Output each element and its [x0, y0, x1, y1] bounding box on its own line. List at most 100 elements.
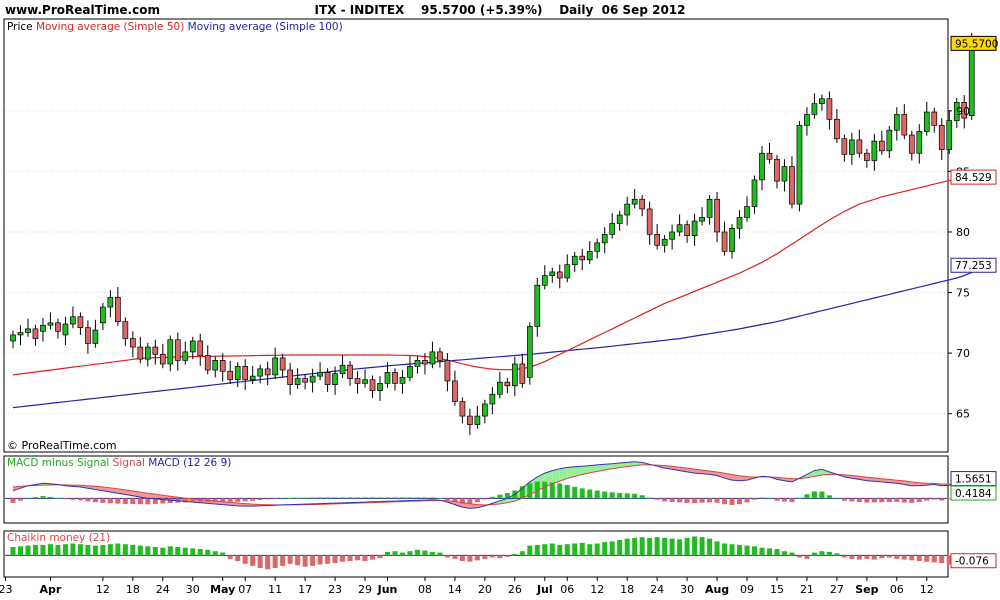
legend-item: Signal — [113, 457, 149, 469]
chaikin-bar-pos — [594, 543, 600, 556]
candle-down — [901, 114, 908, 136]
chaikin-bar-neg — [242, 555, 248, 564]
macd-hist-bar-pos — [280, 498, 286, 500]
candle-down — [504, 381, 511, 387]
macd-hist-bar-pos — [437, 498, 443, 499]
macd-fill-segment — [559, 467, 568, 482]
macd-hist-bar-neg — [77, 498, 83, 501]
chaikin-bar-pos — [40, 544, 46, 556]
macd-hist-bar-neg — [17, 498, 23, 501]
candle-up — [886, 129, 893, 152]
chaikin-bar-pos — [512, 554, 518, 556]
candle-up — [474, 415, 481, 425]
chaikin-bar-pos — [437, 552, 443, 556]
candle-down — [467, 415, 473, 425]
chaikin-bar-pos — [549, 543, 555, 556]
macd-hist-bar-pos — [332, 497, 338, 499]
candle-down — [789, 166, 795, 205]
macd-hist-bar-neg — [92, 498, 98, 503]
macd-hist-bar-neg — [841, 498, 847, 501]
macd-fill-segment — [814, 469, 822, 477]
x-tick-label: 12 — [96, 583, 110, 596]
chaikin-bar-pos — [220, 552, 226, 556]
macd-hist-bar-pos — [489, 496, 495, 499]
chaikin-bar-pos — [744, 545, 750, 556]
macd-hist-bar-neg — [160, 498, 166, 504]
macd-hist-bar-neg — [444, 498, 450, 500]
chaikin-bar-neg — [504, 555, 510, 557]
macd-hist-bar-neg — [242, 498, 248, 502]
candle-down — [197, 340, 204, 356]
macd-fill-segment — [132, 491, 141, 498]
chaikin-bar-pos — [564, 544, 570, 556]
candle-up — [10, 334, 16, 342]
legend-item: Moving average (Simple 50) — [36, 21, 188, 33]
macd-hist-bar-pos — [639, 495, 645, 499]
chaikin-bar-pos — [534, 544, 540, 556]
price-last-label: 84.529 — [955, 172, 992, 184]
legend-item: Chaikin money (21) — [7, 532, 110, 544]
macd-hist-bar-pos — [325, 497, 331, 499]
chaikin-bar-neg — [340, 555, 346, 562]
macd-fill-segment — [567, 466, 575, 479]
chaikin-bar-pos — [182, 547, 188, 556]
legend-text: Price Moving average (Simple 50) Moving … — [7, 21, 343, 33]
macd-hist-bar-pos — [647, 497, 653, 499]
price-panel-frame — [3, 18, 949, 453]
chaikin-bar-pos — [107, 544, 113, 556]
macd-hist-bar-neg — [137, 498, 143, 505]
chaikin-bar-pos — [729, 544, 735, 556]
candle-down — [931, 111, 938, 126]
chaikin-bar-neg — [497, 555, 503, 559]
x-tick-label: 24 — [650, 583, 664, 596]
chaikin-bar-pos — [684, 537, 690, 556]
x-tick-label: 24 — [156, 583, 170, 596]
price-last-label-box — [950, 169, 997, 185]
chaikin-bar-neg — [377, 555, 383, 559]
candle-up — [526, 326, 533, 378]
candle-up — [100, 306, 106, 324]
price-tick-label: 90 — [956, 105, 970, 118]
chaikin-bar-pos — [137, 545, 143, 556]
macd-hist-bar-pos — [295, 497, 301, 499]
chaikin-bar-pos — [167, 546, 173, 556]
macd-hist-bar-neg — [190, 498, 196, 503]
candle-up — [332, 373, 338, 385]
macd-hist-bar-neg — [182, 498, 188, 503]
chaikin-bar-neg — [886, 555, 892, 558]
price-tick-label: 65 — [956, 408, 970, 421]
chaikin-bar-pos — [25, 545, 31, 556]
candle-up — [571, 255, 578, 266]
candle-up — [407, 366, 413, 378]
candle-up — [497, 381, 503, 395]
chaikin-bar-pos — [624, 538, 630, 556]
chaikin-bar-pos — [160, 547, 166, 556]
chaikin-bar-neg — [459, 555, 465, 561]
x-tick-label: 08 — [418, 583, 432, 596]
chaikin-bar-pos — [781, 551, 787, 556]
price-last-label-box — [950, 257, 997, 273]
chaikin-bar-pos — [819, 551, 825, 556]
candle-up — [811, 103, 818, 115]
candle-down — [841, 138, 848, 155]
chaikin-bar-pos — [152, 547, 158, 556]
chaikin-bar-pos — [654, 537, 660, 556]
chaikin-bar-neg — [467, 555, 473, 562]
macd-hist-bar-neg — [452, 498, 458, 503]
chaikin-bar-pos — [392, 551, 398, 556]
macd-legend: MACD minus Signal Signal MACD (12 26 9) — [7, 457, 231, 469]
macd-hist-bar-neg — [235, 498, 241, 502]
macd-hist-bar-pos — [47, 496, 53, 499]
x-tick-label: Aug — [705, 583, 729, 596]
macd-hist-bar-pos — [602, 491, 608, 499]
chaikin-panel-frame — [3, 530, 949, 578]
macd-hist-bar-neg — [894, 498, 900, 502]
candle-up — [249, 375, 256, 381]
x-tick-label: 30 — [186, 583, 200, 596]
chaikin-bar-neg — [287, 555, 293, 564]
macd-fill-segment — [589, 464, 598, 473]
chaikin-bar-neg — [894, 555, 900, 559]
x-tick-label: 15 — [770, 583, 784, 596]
chaikin-bar-pos — [32, 544, 38, 556]
macd-hist-bar-neg — [662, 498, 668, 502]
